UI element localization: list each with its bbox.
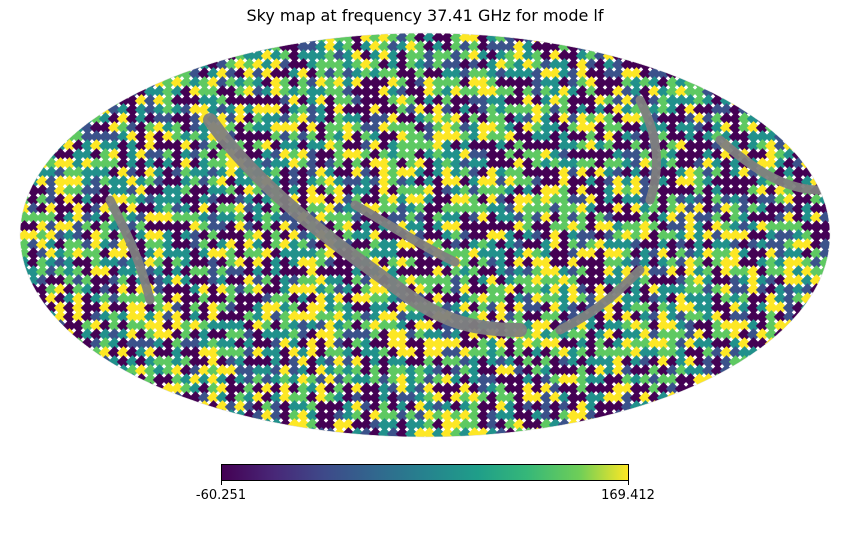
- map-outline: [19, 32, 831, 438]
- colorbar-tick-min: [221, 481, 222, 485]
- figure-title: Sky map at frequency 37.41 GHz for mode …: [246, 6, 604, 25]
- map-pixels: [20, 33, 830, 437]
- masked-band: [635, 95, 661, 205]
- masked-band: [203, 113, 527, 337]
- masked-regions: [105, 95, 825, 337]
- colorbar-min-label: -60.251: [195, 488, 247, 503]
- masked-band: [350, 200, 460, 267]
- colorbar: [221, 464, 629, 481]
- masked-band: [105, 195, 155, 305]
- colorbar-max-label: 169.412: [601, 488, 655, 503]
- masked-band: [555, 265, 645, 335]
- colorbar-tick-max: [628, 481, 629, 485]
- masked-band: [715, 135, 825, 195]
